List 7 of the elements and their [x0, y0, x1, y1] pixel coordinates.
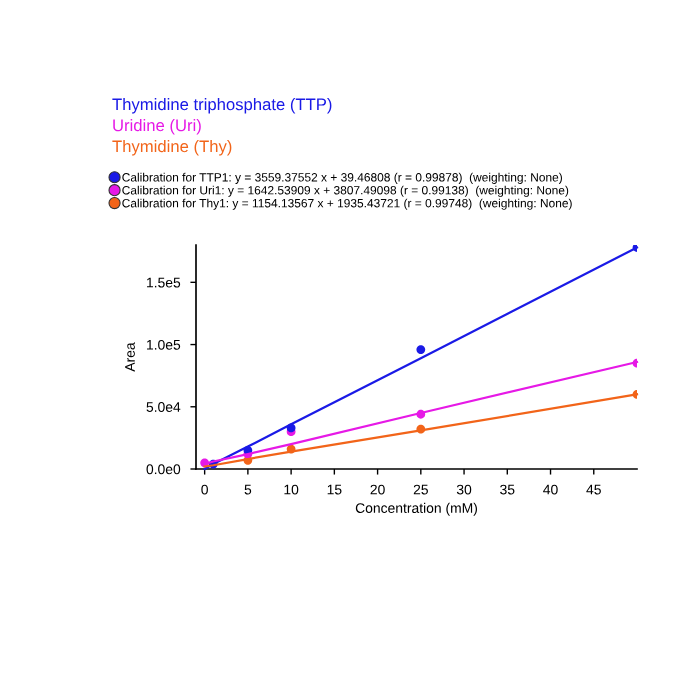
point [416, 345, 426, 354]
line-series [203, 360, 639, 466]
line-series [203, 246, 639, 471]
text: Uridine (Uri) [113, 119, 201, 135]
line-series [203, 393, 639, 468]
text: Thymidine (Thy) [112, 140, 232, 156]
text: Thymidine triphosphate (TTP) [112, 98, 332, 114]
